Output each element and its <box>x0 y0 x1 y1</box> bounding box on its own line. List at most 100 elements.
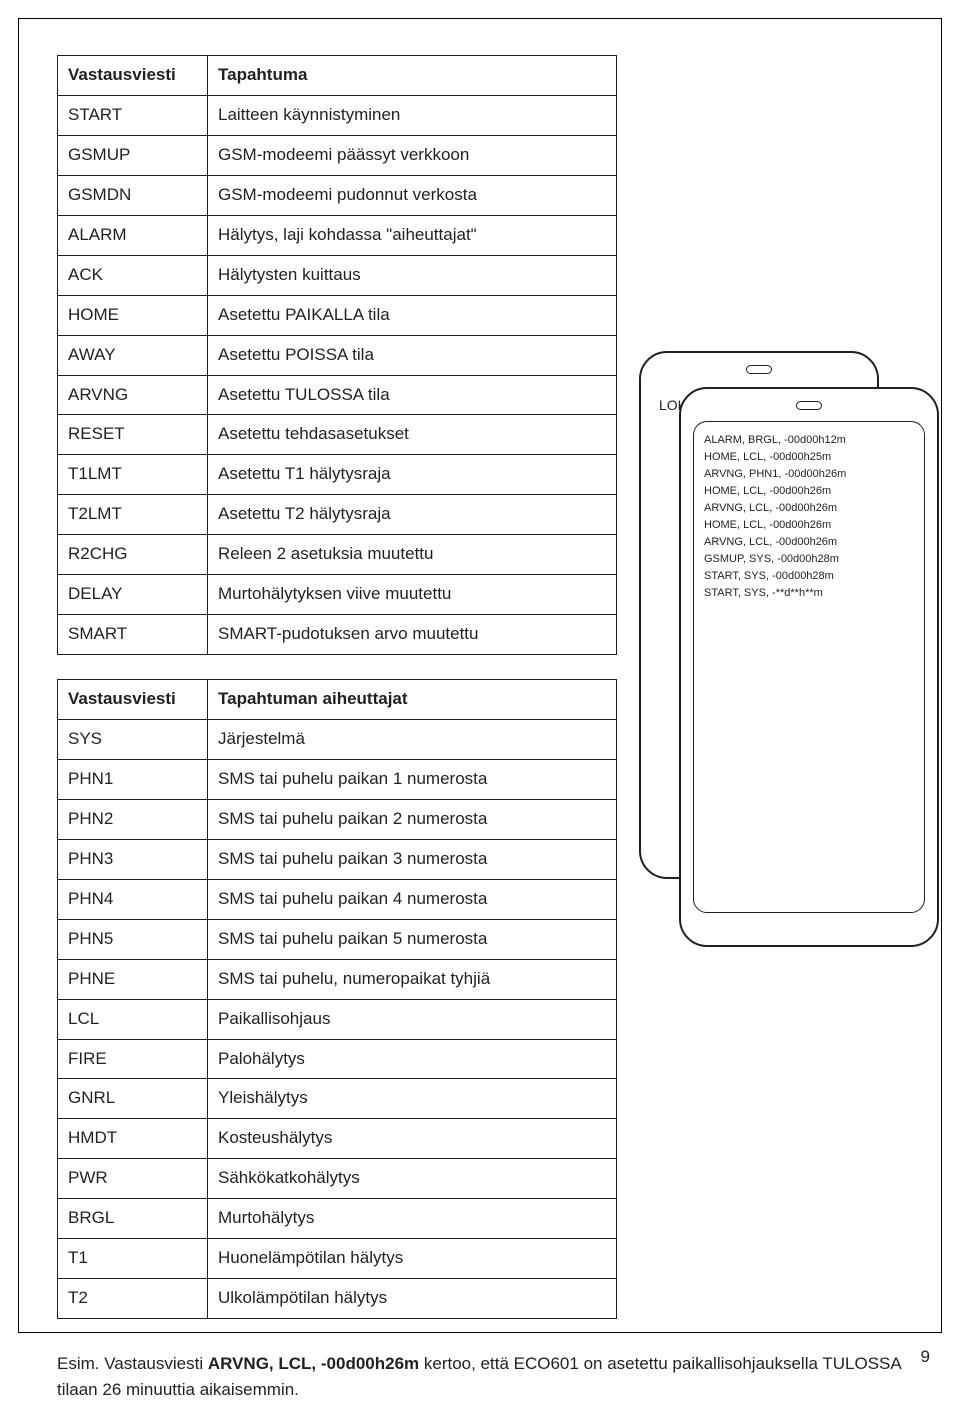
table-cell: Murtohälytyksen viive muutettu <box>208 575 617 615</box>
page-number: 9 <box>921 1347 930 1367</box>
table-cell: GNRL <box>58 1079 208 1119</box>
table-cell: T1LMT <box>58 455 208 495</box>
table-row: T1Huonelämpötilan hälytys <box>58 1239 617 1279</box>
screen-line: ARVNG, LCL, -00d00h26m <box>704 534 914 551</box>
table-cell: Asetettu POISSA tila <box>208 335 617 375</box>
table-cell: LCL <box>58 999 208 1039</box>
table-row: T2Ulkolämpötilan hälytys <box>58 1279 617 1319</box>
screen-line: START, SYS, -**d**h**m <box>704 585 914 602</box>
table-row: PHN4SMS tai puhelu paikan 4 numerosta <box>58 879 617 919</box>
table-row: FIREPalohälytys <box>58 1039 617 1079</box>
table-cell: Asetettu tehdasasetukset <box>208 415 617 455</box>
table-cell: Laitteen käynnistyminen <box>208 95 617 135</box>
table-cell: SYS <box>58 720 208 760</box>
table-cell: ARVNG <box>58 375 208 415</box>
table-cell: GSM-modeemi pudonnut verkosta <box>208 175 617 215</box>
table-row: RESETAsetettu tehdasasetukset <box>58 415 617 455</box>
table-row: STARTLaitteen käynnistyminen <box>58 95 617 135</box>
table-cell: BRGL <box>58 1199 208 1239</box>
devices-column: LOKI ALARM, BRGL, -00d00h12mHOME, LCL, -… <box>639 55 907 351</box>
screen-line: GSMUP, SYS, -00d00h28m <box>704 551 914 568</box>
table-cell: Sähkökatkohälytys <box>208 1159 617 1199</box>
table-cell: SMART-pudotuksen arvo muutettu <box>208 615 617 655</box>
table-row: T1LMTAsetettu T1 hälytysraja <box>58 455 617 495</box>
table-cell: Asetettu TULOSSA tila <box>208 375 617 415</box>
table-row: GSMDNGSM-modeemi pudonnut verkosta <box>58 175 617 215</box>
table-cell: T1 <box>58 1239 208 1279</box>
table-cell: R2CHG <box>58 535 208 575</box>
table-cell: T2LMT <box>58 495 208 535</box>
table-cell: FIRE <box>58 1039 208 1079</box>
table-row: Vastausviesti Tapahtuma <box>58 56 617 96</box>
table-events: Vastausviesti Tapahtuma STARTLaitteen kä… <box>57 55 617 655</box>
table-row: Vastausviesti Tapahtuman aiheuttajat <box>58 680 617 720</box>
table-cell: GSM-modeemi päässyt verkkoon <box>208 135 617 175</box>
table-row: PWRSähkökatkohälytys <box>58 1159 617 1199</box>
footnote-bold: ARVNG, LCL, -00d00h26m <box>208 1354 419 1373</box>
table-row: BRGLMurtohälytys <box>58 1199 617 1239</box>
table-cell: PHN4 <box>58 879 208 919</box>
page-content: Vastausviesti Tapahtuma STARTLaitteen kä… <box>19 19 941 1332</box>
table-cell: RESET <box>58 415 208 455</box>
table-row: PHN2SMS tai puhelu paikan 2 numerosta <box>58 799 617 839</box>
table-row: PHN5SMS tai puhelu paikan 5 numerosta <box>58 919 617 959</box>
table-cell: SMS tai puhelu paikan 1 numerosta <box>208 759 617 799</box>
table-row: PHN1SMS tai puhelu paikan 1 numerosta <box>58 759 617 799</box>
footnote: Esim. Vastausviesti ARVNG, LCL, -00d00h2… <box>57 1351 907 1402</box>
table-causes: Vastausviesti Tapahtuman aiheuttajat SYS… <box>57 679 617 1319</box>
table-cell: Murtohälytys <box>208 1199 617 1239</box>
table-cell: SMS tai puhelu, numeropaikat tyhjiä <box>208 959 617 999</box>
table-header: Vastausviesti <box>58 56 208 96</box>
table-row: AWAYAsetettu POISSA tila <box>58 335 617 375</box>
table-row: GSMUPGSM-modeemi päässyt verkkoon <box>58 135 617 175</box>
screen-line: HOME, LCL, -00d00h26m <box>704 517 914 534</box>
table-cell: Järjestelmä <box>208 720 617 760</box>
screen-line: HOME, LCL, -00d00h26m <box>704 483 914 500</box>
table-row: SYSJärjestelmä <box>58 720 617 760</box>
table-row: R2CHGReleen 2 asetuksia muutettu <box>58 535 617 575</box>
table-row: ACKHälytysten kuittaus <box>58 255 617 295</box>
tables-column: Vastausviesti Tapahtuma STARTLaitteen kä… <box>57 55 617 1343</box>
table-row: DELAYMurtohälytyksen viive muutettu <box>58 575 617 615</box>
table-cell: Ulkolämpötilan hälytys <box>208 1279 617 1319</box>
speaker-icon <box>796 401 822 410</box>
table-cell: Asetettu T1 hälytysraja <box>208 455 617 495</box>
table-row: ARVNGAsetettu TULOSSA tila <box>58 375 617 415</box>
table-cell: PHN1 <box>58 759 208 799</box>
table-cell: START <box>58 95 208 135</box>
table-cell: ACK <box>58 255 208 295</box>
table-cell: PWR <box>58 1159 208 1199</box>
screen-line: ARVNG, PHN1, -00d00h26m <box>704 466 914 483</box>
table-cell: GSMUP <box>58 135 208 175</box>
main-row: Vastausviesti Tapahtuma STARTLaitteen kä… <box>57 55 907 1343</box>
table-row: LCLPaikallisohjaus <box>58 999 617 1039</box>
table-cell: Palohälytys <box>208 1039 617 1079</box>
table-cell: HOME <box>58 295 208 335</box>
table-cell: Kosteushälytys <box>208 1119 617 1159</box>
table-row: HOMEAsetettu PAIKALLA tila <box>58 295 617 335</box>
table-cell: Yleishälytys <box>208 1079 617 1119</box>
table-row: HMDTKosteushälytys <box>58 1119 617 1159</box>
speaker-icon <box>746 365 772 374</box>
table-cell: SMS tai puhelu paikan 3 numerosta <box>208 839 617 879</box>
table-row: PHNESMS tai puhelu, numeropaikat tyhjiä <box>58 959 617 999</box>
table-row: GNRLYleishälytys <box>58 1079 617 1119</box>
table-header: Tapahtuma <box>208 56 617 96</box>
table-cell: Asetettu T2 hälytysraja <box>208 495 617 535</box>
table-cell: Paikallisohjaus <box>208 999 617 1039</box>
table-row: ALARMHälytys, laji kohdassa "aiheuttajat… <box>58 215 617 255</box>
screen-line: ARVNG, LCL, -00d00h26m <box>704 500 914 517</box>
table-cell: Hälytysten kuittaus <box>208 255 617 295</box>
table-header: Tapahtuman aiheuttajat <box>208 680 617 720</box>
table-row: SMARTSMART-pudotuksen arvo muutettu <box>58 615 617 655</box>
table-row: PHN3SMS tai puhelu paikan 3 numerosta <box>58 839 617 879</box>
table-cell: SMS tai puhelu paikan 2 numerosta <box>208 799 617 839</box>
screen-line: START, SYS, -00d00h28m <box>704 568 914 585</box>
table-cell: DELAY <box>58 575 208 615</box>
table-cell: PHN5 <box>58 919 208 959</box>
table-cell: ALARM <box>58 215 208 255</box>
table-cell: Hälytys, laji kohdassa "aiheuttajat" <box>208 215 617 255</box>
table-cell: Releen 2 asetuksia muutettu <box>208 535 617 575</box>
phone-front-device: ALARM, BRGL, -00d00h12mHOME, LCL, -00d00… <box>679 387 939 947</box>
table-cell: SMART <box>58 615 208 655</box>
